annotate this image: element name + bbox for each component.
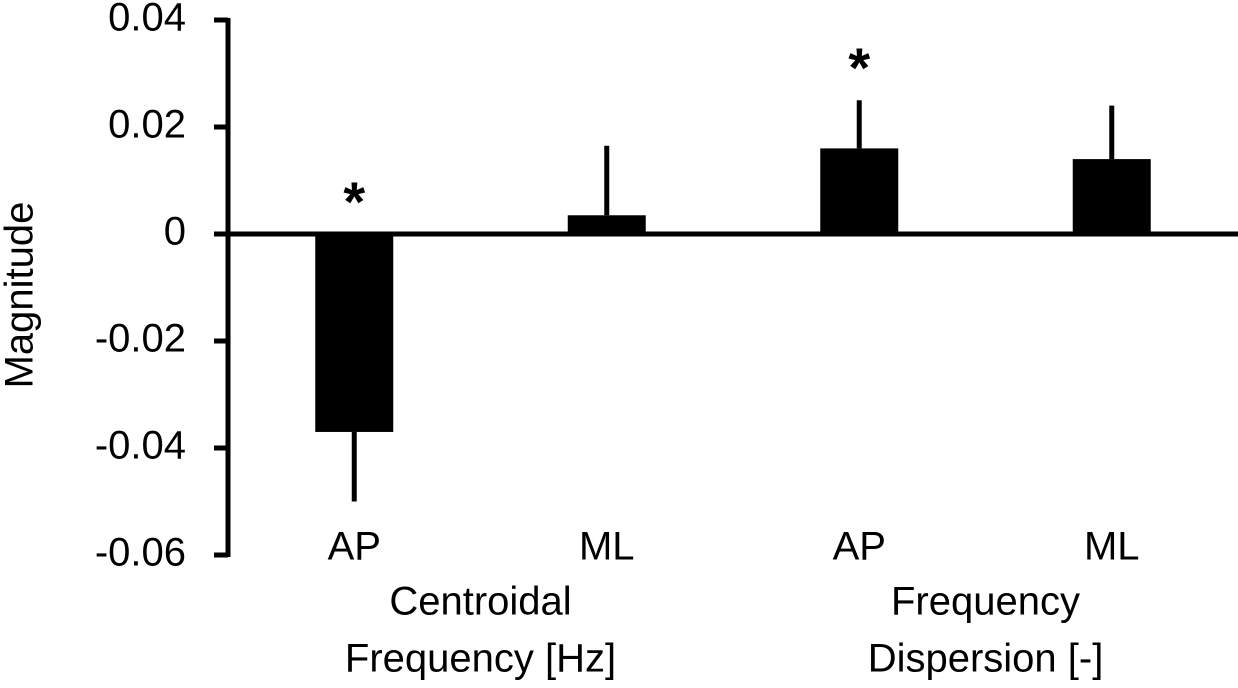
y-tick-label: -0.06 — [95, 531, 186, 575]
x-tick-label: ML — [579, 525, 635, 569]
x-tick-label: AP — [328, 525, 381, 569]
y-axis-label: Magnitude — [0, 202, 42, 389]
x-tick-label: AP — [833, 525, 886, 569]
bar — [315, 234, 394, 432]
y-tick-label: -0.04 — [95, 424, 186, 468]
y-tick-label: 0 — [164, 210, 186, 254]
bar — [567, 215, 646, 234]
significance-mark: * — [343, 170, 365, 233]
y-tick-label: 0.04 — [108, 0, 186, 40]
bar — [820, 148, 899, 234]
bar — [1072, 159, 1151, 234]
group-label: Frequency [Hz] — [345, 637, 616, 681]
group-label: Centroidal — [389, 580, 571, 624]
x-tick-label: ML — [1084, 525, 1140, 569]
group-label: Frequency — [891, 580, 1080, 624]
significance-mark: * — [848, 36, 870, 99]
y-tick-label: -0.02 — [95, 317, 186, 361]
group-label: Dispersion [-] — [868, 637, 1104, 681]
y-tick-label: 0.02 — [108, 103, 186, 147]
